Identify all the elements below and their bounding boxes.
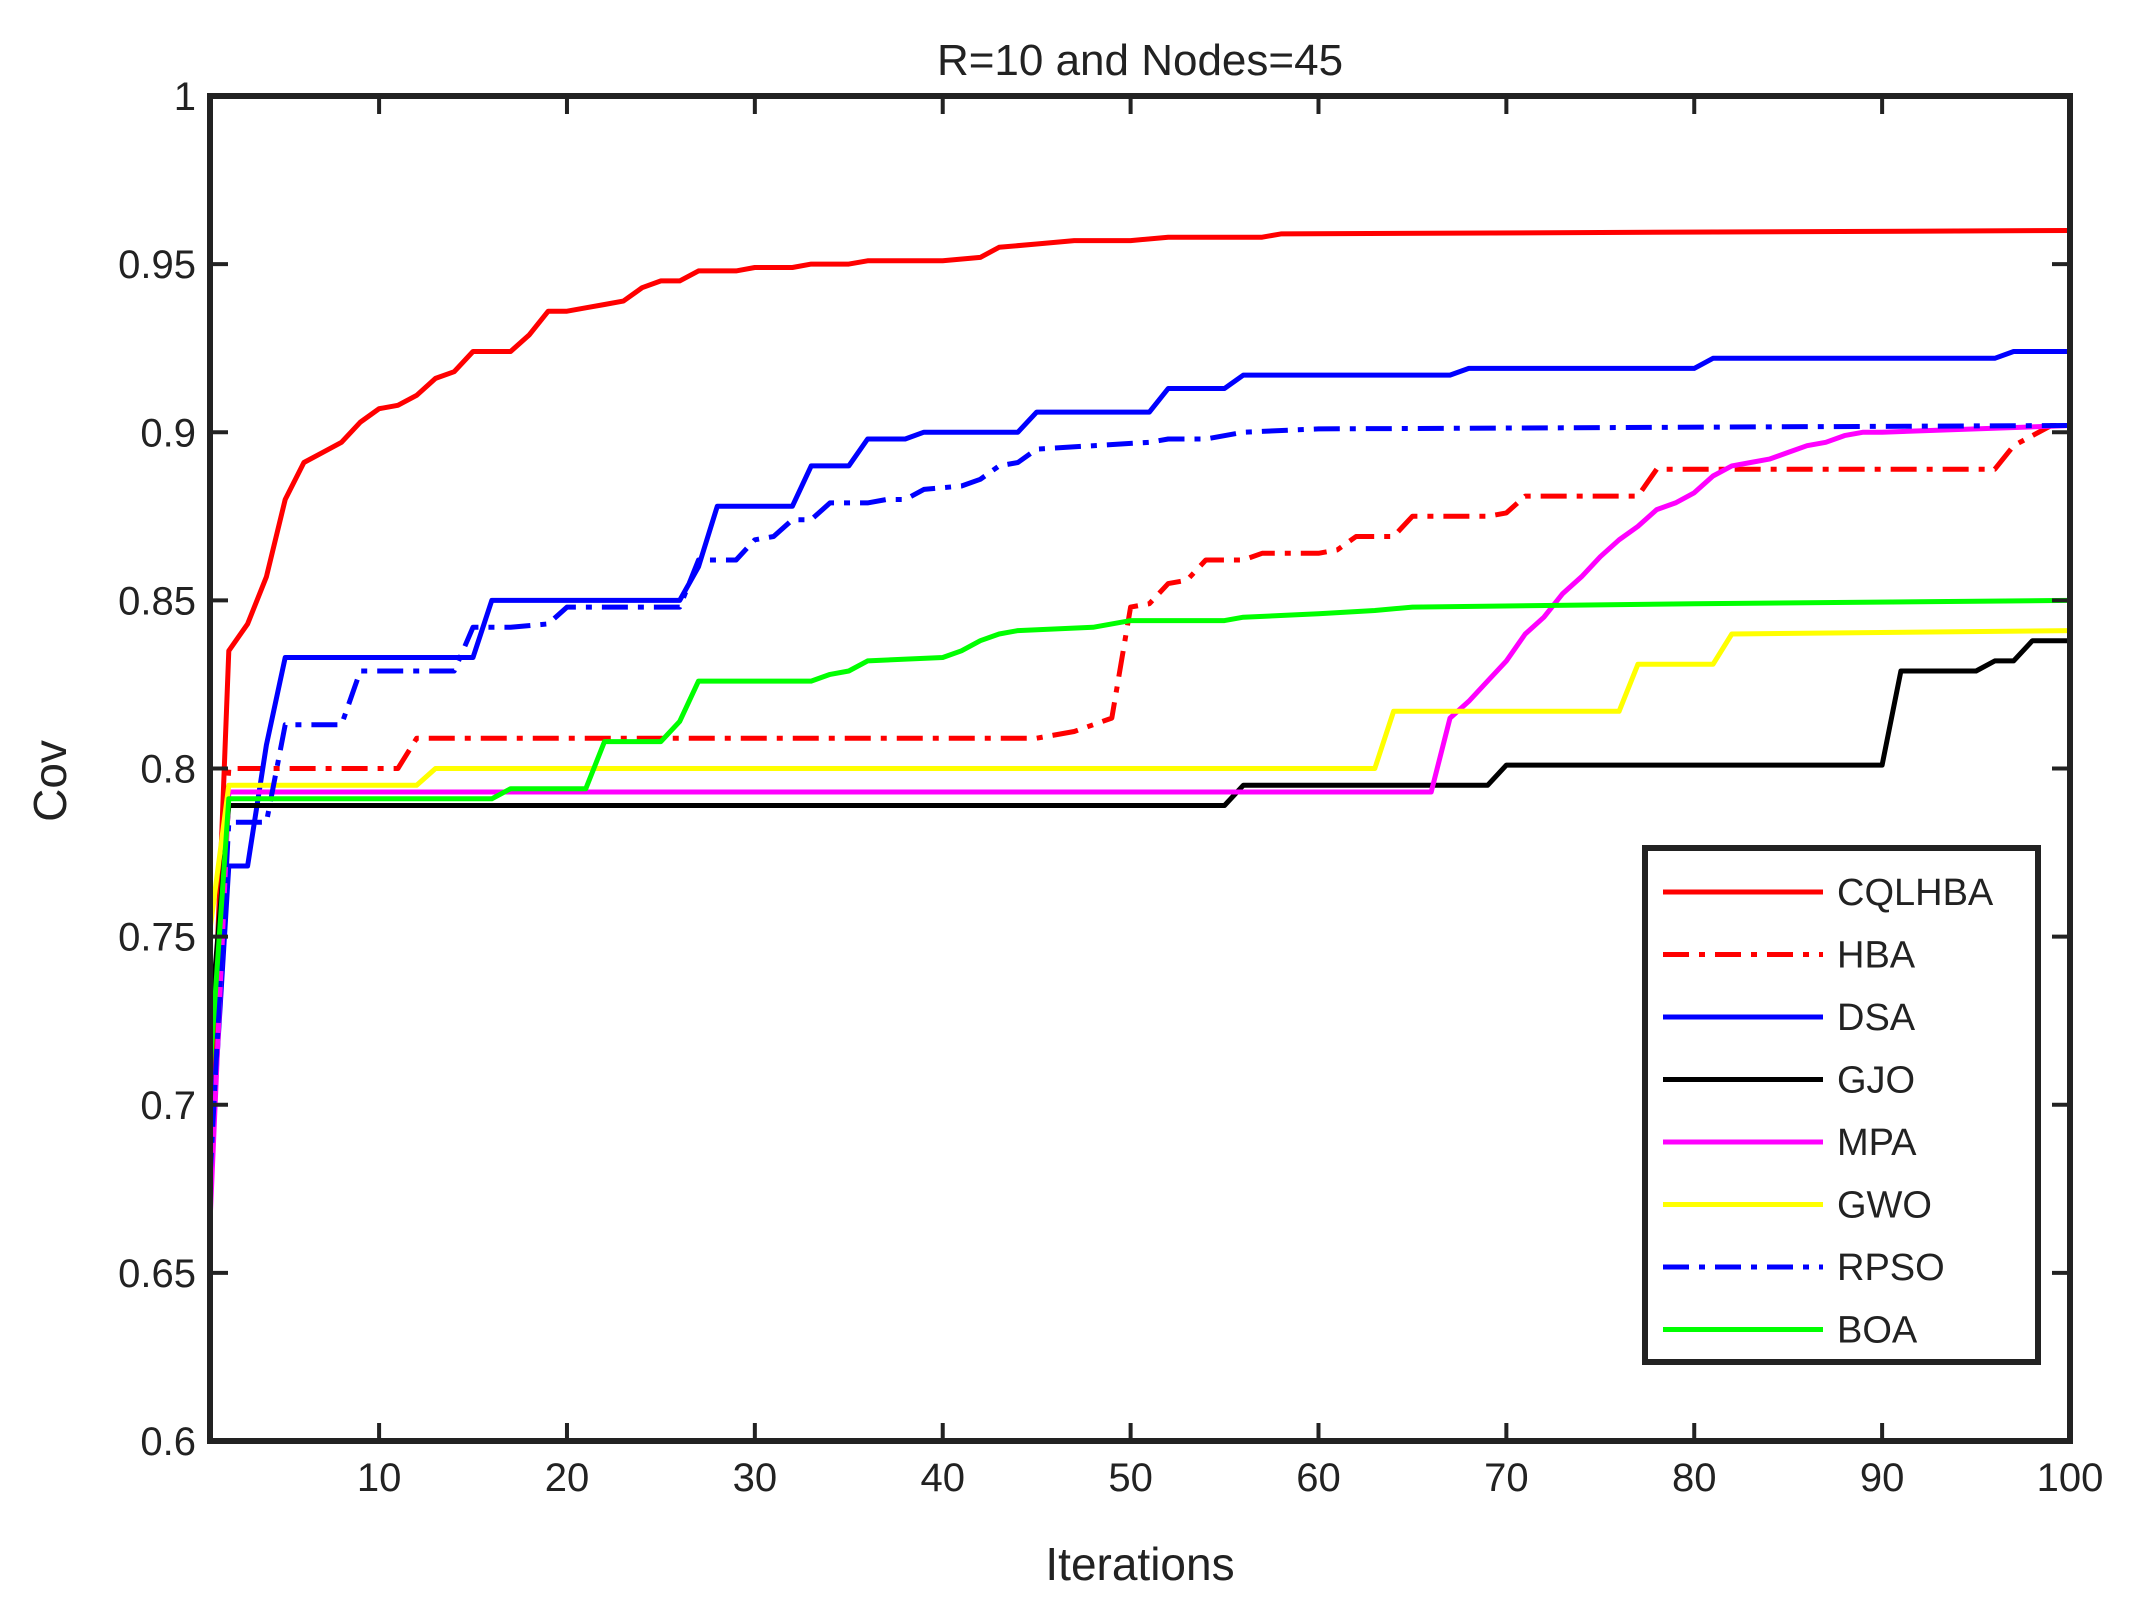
x-tick-label: 40 [920, 1456, 965, 1500]
x-tick-label: 50 [1108, 1456, 1153, 1500]
y-tick-label: 0.95 [118, 243, 196, 287]
series-layer [207, 228, 2071, 1223]
legend-label-cqlhba: CQLHBA [1837, 872, 1994, 914]
x-tick-label: 30 [733, 1456, 778, 1500]
x-tick-label: 100 [2037, 1456, 2104, 1500]
y-tick-label: 0.75 [118, 916, 196, 960]
y-tick-label: 1 [174, 75, 196, 119]
x-tick-label: 10 [357, 1456, 402, 1500]
y-tick-label: 0.8 [140, 748, 196, 792]
y-tick-label: 0.85 [118, 579, 196, 623]
series-line-rpso [207, 423, 2071, 1179]
legend-label-dsa: DSA [1837, 997, 1916, 1039]
legend-label-mpa: MPA [1837, 1122, 1917, 1164]
legend-label-hba: HBA [1837, 935, 1916, 977]
chart-title: R=10 and Nodes=45 [937, 36, 1343, 85]
y-tick-label: 0.7 [140, 1084, 196, 1128]
legend: CQLHBA HBA DSA GJO MPA GWO RPSO BOA [1642, 845, 2041, 1365]
x-tick-label: 20 [545, 1456, 590, 1500]
y-tick-label: 0.9 [140, 411, 196, 455]
series-line-gwo [207, 628, 2071, 931]
y-axis-title: Cov [24, 740, 76, 822]
x-axis-title: Iterations [1045, 1538, 1234, 1590]
series-line-boa [207, 597, 2071, 1072]
x-tick-label: 80 [1672, 1456, 1717, 1500]
plot-frame [207, 93, 2073, 1444]
tick-layer: 10 20 30 40 50 60 70 80 90 100 0.6 0.65 0.7 0.75 0.8 0.… [118, 75, 2103, 1500]
series-line-hba [207, 423, 2070, 1072]
series-line-cqlhba [207, 228, 2071, 1139]
legend-box [1642, 845, 2041, 1365]
x-tick-label: 70 [1484, 1456, 1529, 1500]
x-tick-label: 60 [1296, 1456, 1341, 1500]
legend-label-gwo: GWO [1837, 1185, 1932, 1227]
legend-label-rpso: RPSO [1837, 1247, 1945, 1289]
series-line-gjo [207, 638, 2070, 1032]
legend-items: CQLHBA HBA DSA GJO MPA GWO RPSO BOA [1663, 872, 1994, 1352]
series-line-mpa [207, 423, 2071, 1223]
y-tick-label: 0.65 [118, 1252, 196, 1296]
y-tick-label: 0.6 [140, 1420, 196, 1464]
legend-label-gjo: GJO [1837, 1060, 1915, 1102]
x-tick-label: 90 [1860, 1456, 1905, 1500]
series-line-dsa [207, 349, 2070, 1173]
legend-label-boa: BOA [1837, 1310, 1918, 1352]
